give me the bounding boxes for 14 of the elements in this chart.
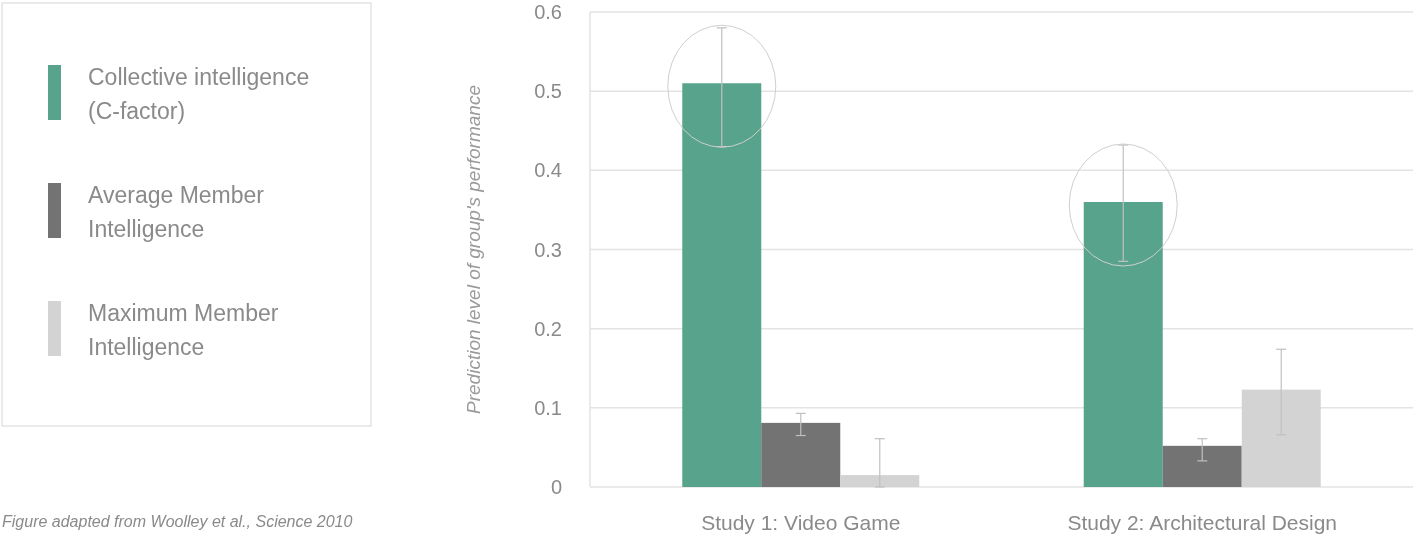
text: Figure adapted from Woolley et al., Science 2010 <box>2 513 353 530</box>
y-axis-title: Prediction level of group's performance <box>463 85 484 414</box>
legend-label: Average Member Intelligence <box>88 182 265 242</box>
y-tick-label: 0.4 <box>534 159 562 182</box>
x-tick-label: Study 1: Video Game <box>701 511 901 534</box>
y-tick-label: 0.3 <box>534 238 562 261</box>
y-tick-label: 0 <box>550 476 562 498</box>
legend-label: Maximum Member Intelligence <box>88 300 279 360</box>
y-tick-label: 0.6 <box>534 1 562 23</box>
x-tick-label: Study 2: Architectural Design <box>1067 511 1338 534</box>
y-tick-label: 0.2 <box>534 317 562 340</box>
y-tick-label: 0.1 <box>534 396 562 419</box>
y-tick-label: 0.5 <box>534 80 562 103</box>
legend-label: Collective intelligence (C-factor) <box>88 64 310 124</box>
